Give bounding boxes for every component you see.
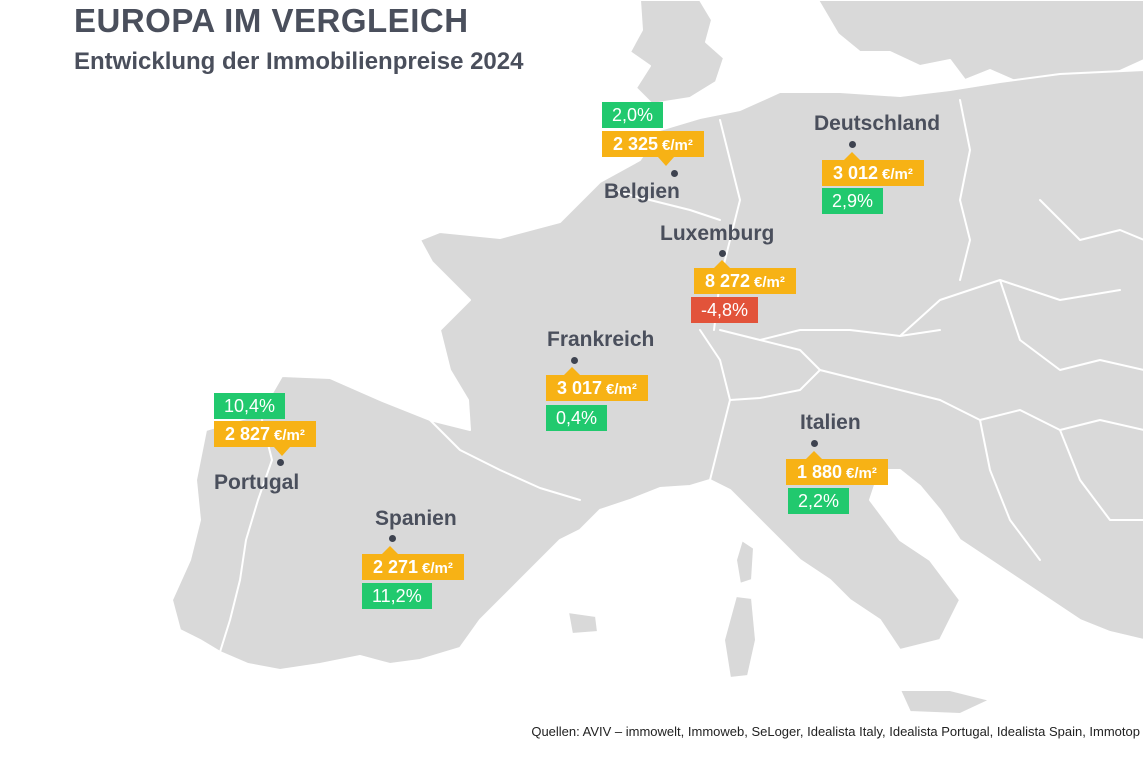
price-box-portugal: 2 827 €/m²: [214, 421, 316, 456]
change-badge-belgien: 2,0%: [602, 102, 664, 128]
price-value-italien: 1 880: [797, 462, 843, 482]
corsica-island: [735, 539, 755, 585]
sicily-island: [899, 689, 991, 715]
border-germany-austria: [759, 329, 941, 341]
price-unit-belgien: €/m²: [662, 137, 693, 154]
price-unit-portugal: €/m²: [274, 427, 305, 444]
change-badge-deutschland: 2,9%: [822, 188, 884, 214]
country-label-deutschland: Deutschland: [814, 112, 941, 135]
border-balkans-2: [979, 419, 1041, 561]
country-label-frankreich: Frankreich: [547, 328, 655, 351]
border-spain-france: [429, 419, 581, 501]
price-unit-spanien: €/m²: [422, 560, 453, 577]
country-label-portugal: Portugal: [214, 471, 300, 494]
location-dot-belgien: [671, 170, 678, 177]
sardinia-island: [723, 595, 757, 679]
price-value-belgien: 2 325: [613, 134, 659, 154]
country-label-luxemburg: Luxemburg: [660, 222, 775, 245]
mallorca-island: [567, 611, 599, 635]
price-box-deutschland: 3 012 €/m²: [822, 152, 924, 186]
country-label-spanien: Spanien: [375, 507, 457, 530]
price-value-portugal: 2 827: [225, 424, 271, 444]
map-subtitle: Entwicklung der Immobilienpreise 2024: [74, 48, 524, 75]
price-box-spanien: 2 271 €/m²: [362, 546, 464, 580]
border-germany-poland: [959, 99, 971, 281]
border-austria-italy: [819, 369, 941, 401]
change-badge-luxemburg: -4,8%: [691, 297, 759, 323]
country-label-italien: Italien: [800, 411, 861, 434]
uk-landmass: [629, 0, 725, 105]
scandinavia-landmass: [817, 0, 1144, 93]
border-east-2: [999, 279, 1144, 371]
price-value-frankreich: 3 017: [557, 378, 603, 398]
location-dot-italien: [811, 440, 818, 447]
border-spain-portugal: [219, 419, 273, 653]
location-dot-spanien: [389, 535, 396, 542]
source-note: Quellen: AVIV – immowelt, Immoweb, SeLog…: [531, 724, 1140, 739]
location-dot-portugal: [277, 459, 284, 466]
price-box-frankreich: 3 017 €/m²: [546, 367, 648, 401]
price-unit-italien: €/m²: [846, 465, 877, 482]
price-unit-deutschland: €/m²: [882, 166, 913, 183]
change-badge-spanien: 11,2%: [362, 583, 432, 609]
price-value-deutschland: 3 012: [833, 163, 879, 183]
location-dot-luxemburg: [719, 250, 726, 257]
price-value-luxemburg: 8 272: [705, 271, 751, 291]
border-france-belgium: [609, 189, 721, 221]
location-dot-deutschland: [849, 141, 856, 148]
price-unit-luxemburg: €/m²: [754, 274, 785, 291]
price-box-belgien: 2 325 €/m²: [602, 131, 704, 166]
change-badge-frankreich: 0,4%: [546, 405, 608, 431]
change-badge-italien: 2,2%: [788, 488, 850, 514]
border-balkans-1: [939, 399, 1144, 431]
map-title: EUROPA IM VERGLEICH: [74, 2, 469, 39]
price-unit-frankreich: €/m²: [606, 381, 637, 398]
price-value-spanien: 2 271: [373, 557, 419, 577]
change-badge-portugal: 10,4%: [214, 393, 286, 419]
price-box-luxemburg: 8 272 €/m²: [694, 260, 796, 294]
price-box-italien: 1 880 €/m²: [786, 451, 888, 485]
country-label-belgien: Belgien: [604, 180, 680, 203]
continental-europe: [171, 69, 1144, 671]
border-east-3: [1059, 429, 1144, 521]
border-east-1: [1039, 199, 1144, 241]
location-dot-frankreich: [571, 357, 578, 364]
